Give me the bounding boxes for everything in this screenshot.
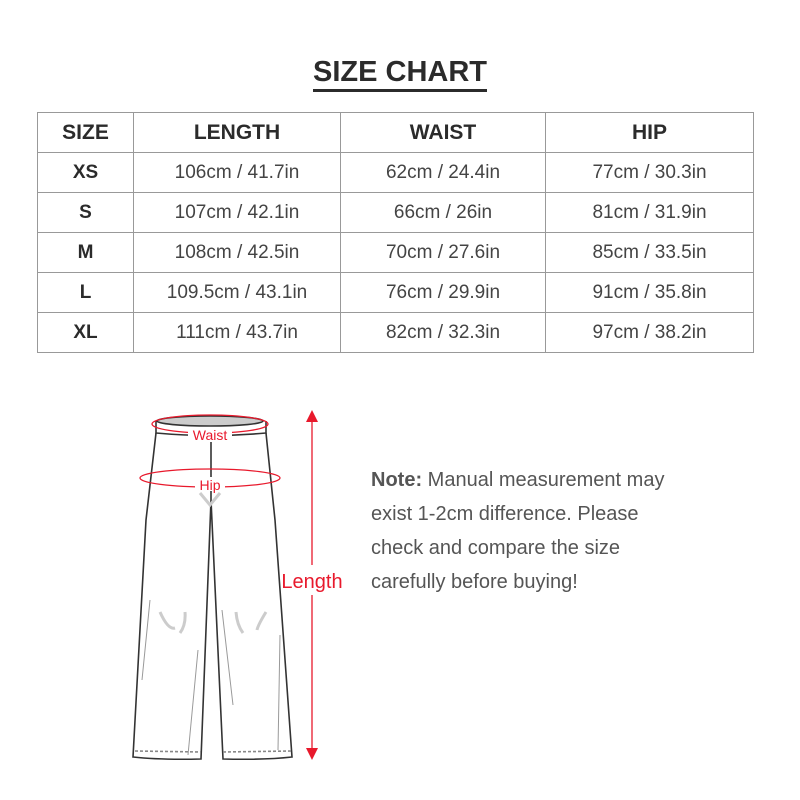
length-cell: 108cm / 42.5in (133, 232, 341, 273)
arrow-down-icon (306, 748, 318, 760)
header-size: SIZE (37, 112, 134, 153)
length-label: Length (281, 571, 342, 593)
length-cell: 111cm / 43.7in (133, 312, 341, 353)
hip-cell: 81cm / 31.9in (545, 192, 754, 233)
note-text: Note: Manual measurement may exist 1-2cm… (371, 463, 691, 599)
hip-cell: 85cm / 33.5in (545, 232, 754, 273)
size-cell: L (37, 272, 134, 313)
arrow-up-icon (306, 410, 318, 422)
header-waist: WAIST (340, 112, 546, 153)
page-title: SIZE CHART (0, 56, 800, 92)
size-table: SIZE LENGTH WAIST HIP XS 106cm / 41.7in 62… (37, 112, 754, 353)
waist-label: Waist (193, 427, 228, 443)
table-row: XL 111cm / 43.7in 82cm / 32.3in 97cm / 38.2… (37, 312, 754, 353)
waist-cell: 70cm / 27.6in (340, 232, 546, 273)
measurement-lines (139, 410, 318, 760)
size-cell: XL (37, 312, 134, 353)
waist-cell: 76cm / 29.9in (340, 272, 546, 313)
size-cell: M (37, 232, 134, 273)
pants-illustration (132, 415, 293, 761)
waist-cell: 82cm / 32.3in (340, 312, 546, 353)
note-body: Manual measurement may exist 1-2cm diffe… (371, 469, 665, 593)
table-row: XS 106cm / 41.7in 62cm / 24.4in 77cm / 30.3… (37, 152, 754, 193)
hip-cell: 97cm / 38.2in (545, 312, 754, 353)
length-cell: 107cm / 42.1in (133, 192, 341, 233)
waist-cell: 66cm / 26in (340, 192, 546, 233)
hip-label: Hip (199, 477, 220, 493)
table-header-row: SIZE LENGTH WAIST HIP (37, 112, 754, 153)
header-length: LENGTH (133, 112, 341, 153)
table-row: S 107cm / 42.1in 66cm / 26in 81cm / 31.9in (37, 192, 754, 233)
table-row: M 108cm / 42.5in 70cm / 27.6in 85cm / 33.5i… (37, 232, 754, 273)
waist-cell: 62cm / 24.4in (340, 152, 546, 193)
note-label: Note: (371, 469, 423, 491)
table-row: L 109.5cm / 43.1in 76cm / 29.9in 91cm / 35.… (37, 272, 754, 313)
hip-cell: 91cm / 35.8in (545, 272, 754, 313)
length-cell: 106cm / 41.7in (133, 152, 341, 193)
size-cell: S (37, 192, 134, 233)
size-cell: XS (37, 152, 134, 193)
